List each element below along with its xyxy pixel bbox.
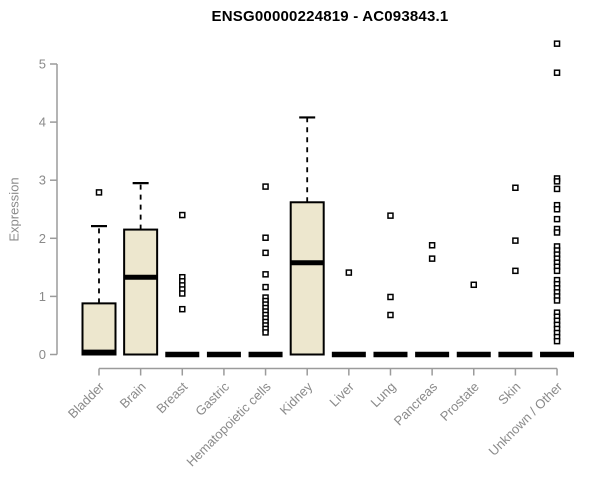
zero-median-bar [540, 351, 575, 358]
y-tick-label: 0 [39, 347, 46, 362]
x-tick-label: Liver [326, 379, 357, 410]
x-tick-label: Lung [368, 379, 399, 410]
outlier-point [553, 297, 561, 304]
x-tick-label: Kidney [277, 379, 316, 418]
box [81, 302, 117, 356]
chart-title: ENSG00000224819 - AC093843.1 [211, 8, 449, 25]
outlier-point [470, 281, 478, 289]
zero-median-bar [373, 351, 408, 358]
zero-median-bar [206, 351, 241, 358]
x-tick-label: Breast [153, 379, 190, 416]
outlier-point [512, 184, 519, 192]
outlier-point [179, 211, 186, 219]
outlier-point [553, 215, 561, 223]
zero-median-bar [165, 351, 200, 358]
outlier-point [512, 267, 519, 275]
outlier-point [262, 283, 269, 291]
zero-median-bar [456, 351, 491, 358]
box [289, 201, 325, 356]
x-tick-label: Unknown / Other [486, 379, 566, 459]
outlier-point [553, 178, 561, 185]
zero-median-bar [248, 351, 283, 358]
x-tick-label: Skin [495, 379, 523, 407]
x-tick-label: Bladder [65, 379, 108, 422]
x-tick-label: Pancreas [391, 379, 441, 429]
outlier-point [553, 206, 561, 213]
outlier-point [387, 311, 394, 319]
outlier-point [262, 183, 269, 190]
outlier-point [95, 189, 103, 196]
x-tick-label: Brain [117, 379, 149, 411]
zero-median-bar [331, 351, 366, 358]
zero-median-bar [415, 351, 450, 358]
outlier-point [428, 255, 436, 262]
outlier-point [345, 269, 353, 276]
outlier-point [428, 242, 436, 249]
outlier-point [179, 290, 186, 297]
x-tick-label: Gastric [192, 379, 232, 419]
x-tick-label: Prostate [437, 379, 482, 424]
outlier-point [387, 212, 394, 219]
outlier-point [262, 234, 269, 241]
outlier-point [387, 293, 394, 301]
box [123, 228, 159, 356]
y-tick-label: 2 [39, 231, 46, 246]
outlier-point [262, 329, 269, 336]
outlier-point [179, 305, 186, 313]
y-tick-label: 5 [39, 57, 46, 72]
y-tick-label: 3 [39, 173, 46, 188]
outlier-point [553, 229, 561, 236]
zero-median-bar [498, 351, 533, 358]
outlier-point [553, 185, 561, 193]
outlier-point [553, 267, 561, 275]
outlier-point [553, 69, 561, 76]
y-tick-label: 4 [39, 115, 46, 130]
outlier-point [512, 237, 519, 244]
outlier-point [262, 249, 269, 257]
outlier-point [553, 337, 561, 345]
y-tick-label: 1 [39, 289, 46, 304]
outlier-point [262, 271, 269, 278]
outlier-point [553, 40, 561, 47]
